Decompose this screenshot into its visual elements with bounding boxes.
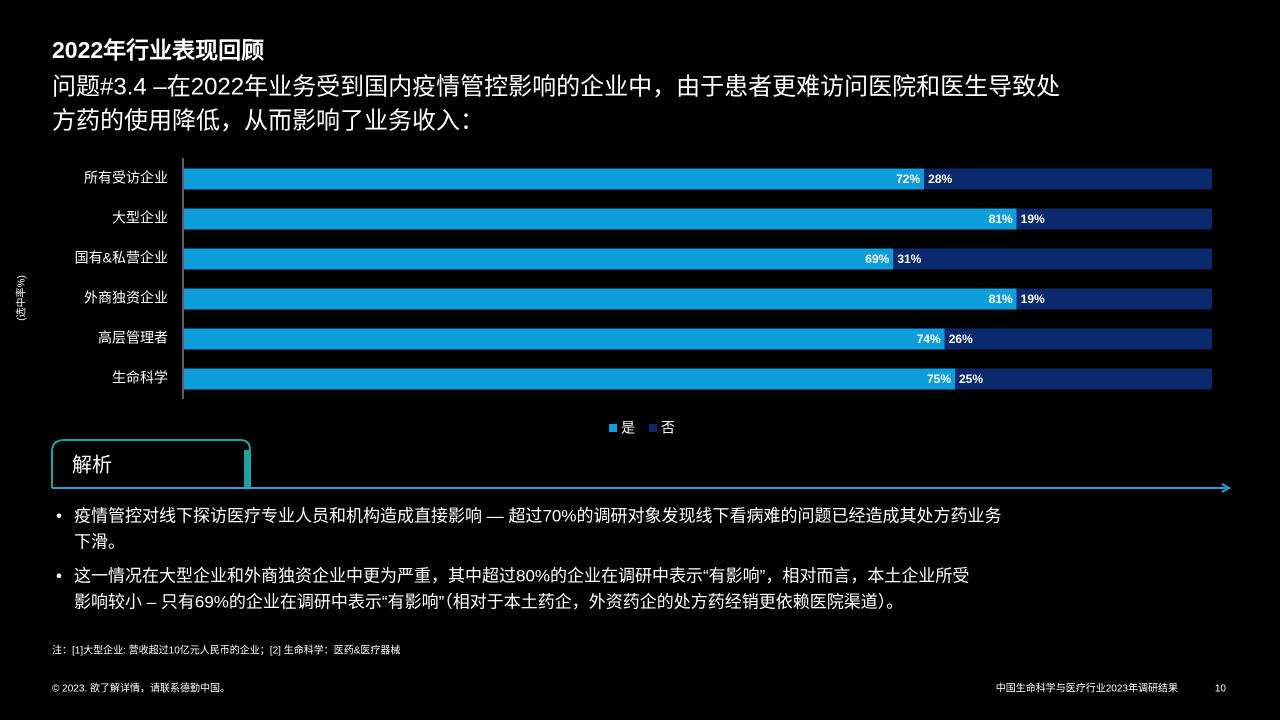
page-number: 10 (1215, 684, 1227, 695)
y-tick-label: 生命科学 (112, 370, 168, 386)
copyright: © 2023. 欲了解详情，请联系德勤中国。 (52, 682, 230, 695)
bar-segment (955, 368, 1212, 390)
analysis-tab (51, 439, 251, 488)
bar-segment (184, 368, 955, 390)
value-label: 28% (928, 172, 952, 186)
tab-edge (244, 450, 250, 488)
title: 2022年行业表现回顾 (52, 37, 264, 63)
y-tick-label: 国有&私营企业 (75, 250, 168, 266)
bar-segment (184, 328, 945, 350)
legend-swatch (649, 424, 657, 432)
value-label: 81% (989, 292, 1013, 306)
y-tick-label: 大型企业 (112, 210, 168, 226)
bullet-text: 这一情况在大型企业和外商独资企业中更为严重，其中超过80%的企业在调研中表示“有… (74, 566, 969, 585)
bar-segment (944, 328, 1212, 350)
bullet-text: 疫情管控对线下探访医疗专业人员和机构造成直接影响 — 超过70%的调研对象发现线… (74, 506, 1001, 525)
bullet-text: 下滑。 (74, 532, 125, 551)
divider-arrow (1221, 483, 1232, 493)
bar-segment (184, 288, 1017, 310)
y-tick-label: 所有受访企业 (84, 170, 168, 186)
bar-segment (1016, 288, 1212, 310)
value-label: 19% (1021, 212, 1045, 226)
legend-label: 否 (661, 420, 675, 436)
bar-segment (924, 168, 1212, 190)
value-label: 72% (896, 172, 920, 186)
bar-segment (184, 248, 894, 270)
legend-label: 是 (621, 420, 635, 436)
y-tick-label: 高层管理者 (98, 330, 168, 346)
question: 问题#3.4 –在2022年业务受到国内疫情管控影响的企业中，由于患者更难访问医… (52, 73, 1060, 100)
note: 注：[1]大型企业: 营收超过10亿元人民币的企业；[2] 生命科学：医药&医疗… (52, 644, 400, 657)
value-label: 81% (989, 212, 1013, 226)
bullet-dot: • (56, 506, 62, 525)
value-label: 69% (865, 252, 889, 266)
value-label: 75% (927, 372, 951, 386)
y-axis-label: (选中率%) (15, 275, 28, 321)
bar-segment (893, 248, 1212, 270)
bar-segment (1016, 208, 1212, 230)
y-tick-label: 外商独资企业 (84, 290, 168, 306)
value-label: 26% (949, 332, 973, 346)
legend-swatch (609, 424, 617, 432)
value-label: 31% (897, 252, 921, 266)
value-label: 19% (1021, 292, 1045, 306)
bullet-dot: • (56, 566, 62, 585)
value-label: 74% (917, 332, 941, 346)
bar-segment (184, 208, 1017, 230)
analysis-heading: 解析 (72, 453, 112, 476)
bullet-text: 影响较小 – 只有69%的企业在调研中表示“有影响”（相对于本土药企，外资药企的… (74, 592, 903, 611)
question: 方药的使用降低，从而影响了业务收入： (52, 107, 484, 134)
value-label: 25% (959, 372, 983, 386)
report-name: 中国生命科学与医疗行业2023年调研结果 (996, 682, 1178, 695)
bar-segment (184, 168, 925, 190)
